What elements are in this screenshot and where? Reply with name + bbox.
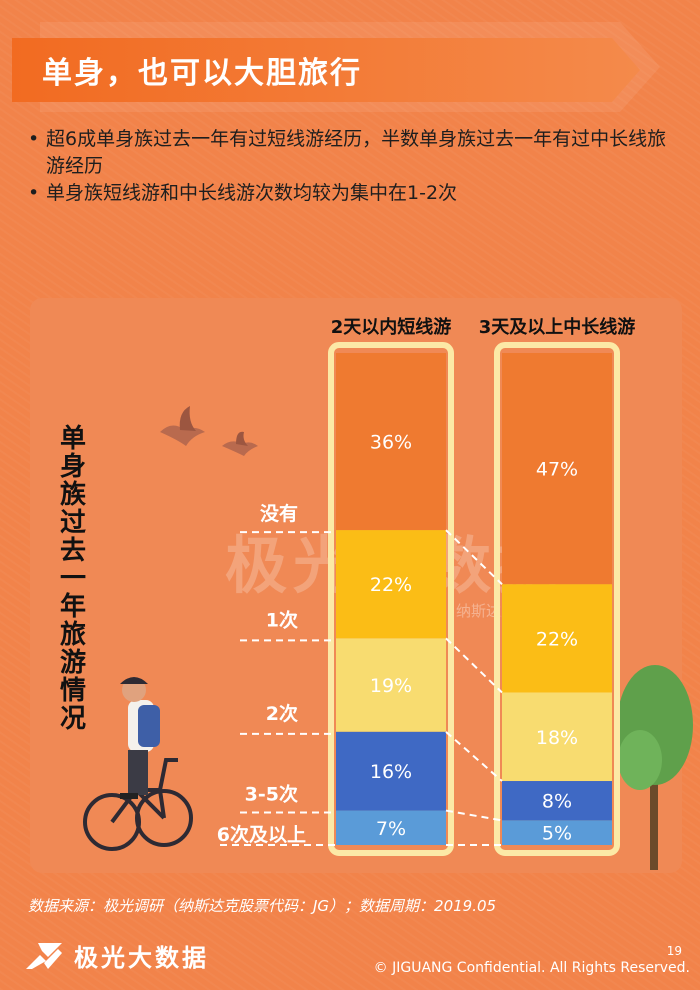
- category-label: 2天以内短线游: [331, 316, 452, 338]
- legend-label: 1次: [266, 608, 298, 631]
- logo-icon: [26, 942, 62, 969]
- brand-logo: 极光大数据: [24, 938, 209, 973]
- data-label: 7%: [376, 818, 406, 840]
- data-label: 19%: [370, 675, 412, 697]
- cyclist-illustration: [83, 677, 193, 851]
- page-title: 单身，也可以大胆旅行: [42, 56, 362, 91]
- data-label: 8%: [542, 791, 572, 813]
- title-banner: [12, 38, 640, 102]
- bar-segment: [336, 731, 446, 811]
- bullet-list: 超6成单身族过去一年有过短线游经历，半数单身族过去一年有过中长线旅游经历 单身族…: [28, 126, 678, 207]
- bar-segment: [502, 781, 612, 821]
- bar-segment: [336, 638, 446, 732]
- bar-frame: [328, 342, 454, 856]
- bar-frame: [494, 342, 620, 856]
- tree-illustration: [617, 665, 693, 870]
- connector-line: [445, 637, 503, 694]
- data-source: 数据来源：极光调研（纳斯达克股票代码：JG）；数据周期：2019.05: [28, 897, 497, 915]
- bar-segment: [336, 353, 446, 531]
- data-label: 47%: [536, 459, 578, 481]
- bar-segment: [502, 820, 612, 845]
- bar-segment: [502, 692, 612, 782]
- data-label: 16%: [370, 761, 412, 783]
- bar-segment: [336, 810, 446, 845]
- legend-label: 2次: [266, 702, 298, 725]
- data-label: 22%: [536, 628, 578, 650]
- connector-line: [445, 529, 503, 585]
- bullet-item: 超6成单身族过去一年有过短线游经历，半数单身族过去一年有过中长线旅游经历: [28, 126, 678, 180]
- bar-segment: [336, 530, 446, 639]
- data-label: 5%: [542, 823, 572, 845]
- vertical-axis-label: 单身族过去一年旅游情况: [59, 424, 86, 734]
- page-number: 19: [666, 944, 682, 958]
- bar-segment: [502, 584, 612, 693]
- connector-line: [445, 809, 503, 822]
- birds-illustration: [160, 406, 258, 456]
- data-label: 18%: [536, 727, 578, 749]
- legend-label: 3-5次: [245, 783, 298, 806]
- data-label: 36%: [370, 432, 412, 454]
- bar-segment: [502, 353, 612, 585]
- legend-label: 没有: [260, 502, 298, 525]
- logo-text: 极光大数据: [74, 944, 209, 972]
- connector-line: [445, 731, 503, 782]
- legend-label: 6次及以上: [217, 823, 306, 846]
- bullet-item: 单身族短线游和中长线游次数均较为集中在1-2次: [28, 180, 678, 207]
- data-label: 22%: [370, 574, 412, 596]
- category-label: 3天及以上中长线游: [479, 316, 636, 338]
- copyright: © JIGUANG Confidential. All Rights Reser…: [373, 960, 690, 976]
